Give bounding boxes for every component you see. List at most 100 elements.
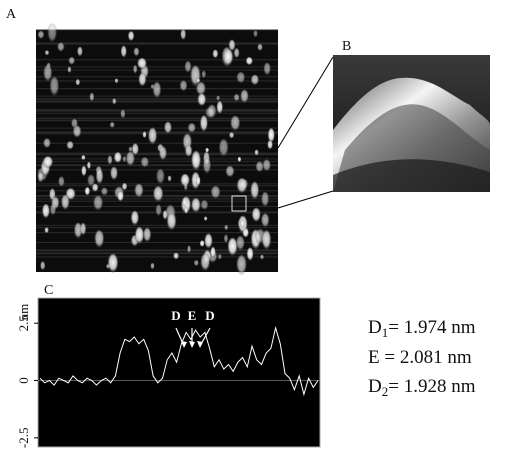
symbol: E [368,347,380,368]
grain [152,81,162,101]
y-tick-label: 2.5 [16,315,31,331]
grain [134,226,145,247]
grain [162,210,168,222]
grain [210,185,222,201]
grain [228,39,236,53]
profile-line [39,325,319,397]
annotation-arrowhead [197,341,203,348]
grain [142,131,147,140]
grain [252,30,259,39]
grain [261,159,272,174]
grain [223,234,229,245]
grain [92,195,104,214]
grain [86,161,92,171]
grain [239,219,246,230]
grain [190,197,202,215]
grain [60,194,71,213]
grain [254,149,260,157]
grain [184,206,189,215]
panel-label: A [6,7,17,22]
value: = 1.928 nm [388,376,475,397]
symbol: D [368,376,382,397]
grain [204,107,216,121]
grain [80,165,87,178]
grain [75,79,81,87]
panel-label: C [44,283,53,298]
grain [44,50,50,57]
grain [116,190,125,204]
grain [179,29,187,42]
grain [235,177,248,196]
grain [93,229,105,251]
grain [84,187,91,197]
grain [199,199,209,212]
grain [179,80,188,93]
grain [199,115,209,135]
annotation: D [171,308,180,323]
grain [136,57,148,71]
grain [196,78,201,84]
grain [235,254,248,278]
grain [250,74,260,87]
grain [183,182,188,192]
y-tick-label: -2.5 [16,428,31,449]
grain [259,254,265,261]
connector [277,56,334,149]
grain [202,157,212,177]
grain [199,240,205,248]
plot-frame [37,297,321,448]
value: = 1.974 nm [388,317,475,338]
grain [190,150,202,174]
grain [246,247,254,264]
grain [106,253,119,276]
grain [68,56,76,66]
grain [105,263,111,270]
value: = 2.081 nm [380,347,472,368]
grain [107,155,113,167]
grain [239,89,250,106]
grain [251,207,262,225]
grain [216,100,224,117]
grain [120,109,126,120]
grain [212,49,219,60]
grain [140,157,150,170]
grain [257,43,263,52]
grain [76,46,83,58]
symbol: D [368,317,382,338]
grain [196,93,207,109]
grain [57,176,66,189]
measurement: D2= 1.928 nm [368,376,476,399]
grain [166,212,177,234]
grain [210,246,216,260]
grain [113,152,123,165]
grain [41,203,51,221]
zoom-box [231,195,247,212]
grain [216,95,221,102]
grain [147,127,158,148]
grain [49,76,60,100]
grain [218,138,230,160]
grain [128,146,134,153]
grain [70,118,79,130]
grain [249,181,260,203]
grain [142,227,152,245]
grain [37,30,45,41]
grain [228,132,235,140]
grain [217,254,223,261]
grain [195,176,201,188]
grain [237,156,242,163]
grain [127,31,135,43]
grain [233,48,240,60]
grain [109,121,115,129]
grain [193,260,200,267]
grain [42,64,53,85]
profile-plot: 2.5 0 -2.5 nm [16,297,321,449]
grain [86,174,96,189]
grain [120,45,128,60]
grain [163,121,173,136]
grain [224,165,235,180]
grain [226,237,239,259]
grain [203,216,208,222]
grain [67,66,72,74]
